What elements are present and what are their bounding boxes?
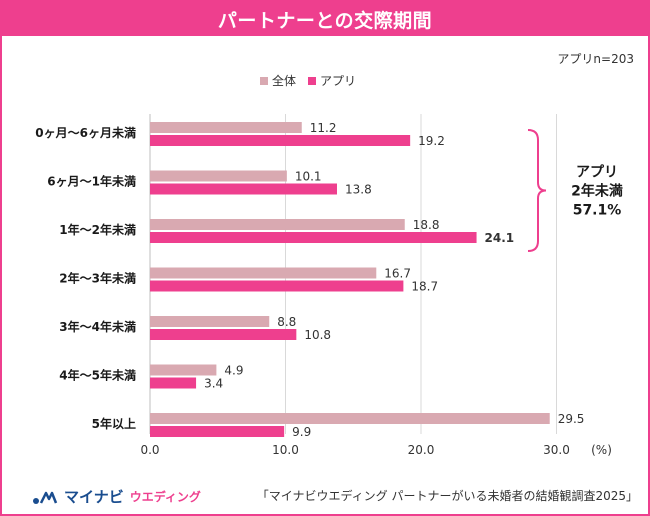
bar-all-6	[150, 413, 550, 424]
value-label-all-6: 29.5	[558, 412, 585, 426]
value-label-app-6: 9.9	[292, 425, 311, 439]
annotation-bracket	[527, 129, 547, 252]
value-label-app-3: 18.7	[411, 280, 438, 294]
x-unit-label: (%)	[591, 443, 612, 457]
x-tick-label-3: 30.0	[543, 443, 570, 457]
value-label-app-0: 19.2	[418, 134, 445, 148]
category-label-0: 0ヶ月～6ヶ月未満	[35, 125, 136, 140]
category-label-6: 5年以上	[92, 416, 136, 431]
legend-item-all: 全体	[260, 72, 296, 89]
value-label-all-4: 8.8	[277, 315, 296, 329]
annotation-text-2: 57.1%	[573, 203, 622, 219]
bar-app-2	[150, 232, 477, 243]
value-label-app-2: 24.1	[485, 231, 515, 245]
value-label-all-3: 16.7	[384, 267, 411, 281]
category-label-1: 6ヶ月～1年未満	[47, 174, 136, 189]
legend-swatch-all	[260, 76, 268, 85]
category-label-5: 4年～5年未満	[59, 368, 136, 383]
sample-size-note: アプリn=203	[557, 52, 634, 66]
source-note: 「マイナビウエディング パートナーがいる未婚者の結婚観調査2025」	[256, 489, 638, 503]
x-tick-label-0: 0.0	[140, 443, 159, 457]
bar-chart: 0.0 10.0 20.0 30.0 (%) 0ヶ月～6ヶ月未満 11.2 19.2 6ヶ月～1…	[35, 114, 623, 457]
x-tick-label-1: 10.0	[272, 443, 299, 457]
value-label-all-5: 4.9	[224, 364, 243, 378]
value-label-app-5: 3.4	[204, 377, 223, 391]
category-label-3: 2年～3年未満	[59, 271, 136, 286]
legend-item-app: アプリ	[308, 72, 356, 89]
bar-all-5	[150, 364, 217, 376]
annotation-text-0: アプリ	[576, 165, 618, 181]
value-label-all-2: 18.8	[413, 218, 440, 232]
bar-all-0	[150, 122, 302, 133]
value-label-app-1: 13.8	[345, 183, 372, 197]
bar-all-1	[150, 170, 287, 182]
logo-text-main: マイナビ	[64, 488, 124, 506]
brand-logo: マイナビ ウエディング	[32, 486, 201, 507]
value-label-all-1: 10.1	[295, 170, 322, 184]
category-label-4: 3年～4年未満	[59, 319, 136, 334]
value-label-all-0: 11.2	[310, 121, 337, 135]
bar-app-0	[150, 135, 411, 146]
bar-app-4	[150, 329, 297, 340]
legend: 全体 アプリ	[260, 72, 356, 89]
bar-app-6	[150, 426, 285, 437]
legend-label-app: アプリ	[320, 74, 357, 88]
value-label-app-4: 10.8	[304, 328, 331, 342]
bar-app-1	[150, 183, 337, 195]
category-label-2: 1年～2年未満	[59, 222, 136, 237]
bar-app-3	[150, 280, 404, 292]
logo-text-sub: ウエディング	[129, 490, 201, 504]
legend-label-all: 全体	[272, 74, 297, 88]
logo-mark-icon	[33, 491, 58, 504]
bar-all-4	[150, 316, 270, 327]
x-tick-label-2: 20.0	[408, 443, 435, 457]
chart-title: パートナーとの交際期間	[217, 9, 433, 32]
bar-all-2	[150, 219, 405, 230]
title-banner: パートナーとの交際期間	[2, 2, 648, 36]
legend-swatch-app	[308, 76, 317, 85]
annotation-text-1: 2年未満	[571, 183, 623, 200]
bar-all-3	[150, 267, 377, 279]
bar-app-5	[150, 377, 197, 389]
